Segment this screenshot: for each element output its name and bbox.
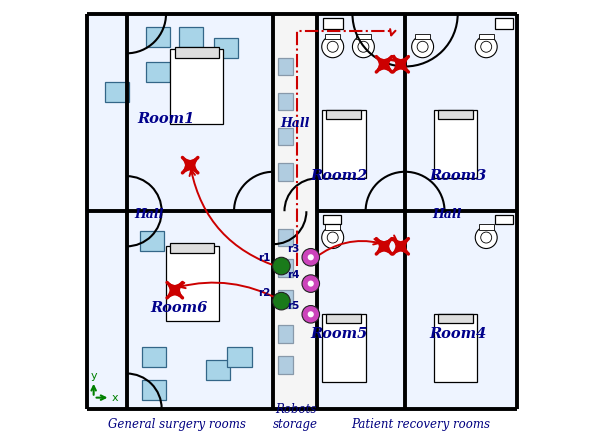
Bar (495, 18, 513, 29)
Bar (278, 325, 293, 343)
Bar (434, 110, 477, 178)
Bar (326, 314, 361, 323)
Circle shape (307, 281, 314, 287)
Bar (87, 14, 274, 211)
Text: Room4: Room4 (429, 327, 486, 341)
Bar (415, 33, 430, 39)
Circle shape (475, 227, 497, 249)
Bar (142, 347, 166, 367)
Circle shape (417, 41, 428, 52)
Bar (278, 163, 293, 180)
Bar (323, 18, 343, 29)
Text: Hall: Hall (432, 208, 461, 221)
Bar (478, 224, 494, 230)
Circle shape (327, 41, 338, 52)
Circle shape (272, 257, 290, 275)
Bar (323, 215, 341, 224)
Bar (495, 215, 513, 224)
Bar (317, 211, 405, 409)
Circle shape (307, 311, 314, 317)
Bar (140, 231, 164, 251)
Text: r5: r5 (288, 301, 300, 311)
Circle shape (322, 36, 344, 58)
Bar (438, 314, 473, 323)
Bar (278, 290, 293, 308)
Circle shape (412, 36, 434, 58)
Text: y: y (91, 371, 97, 381)
Text: x: x (112, 392, 119, 403)
Bar (325, 33, 341, 39)
Bar (146, 27, 170, 47)
Circle shape (302, 305, 320, 323)
Circle shape (272, 292, 290, 310)
Bar (142, 380, 166, 400)
Bar (228, 347, 251, 367)
Circle shape (353, 36, 374, 58)
Bar (278, 93, 293, 110)
Bar (356, 33, 371, 39)
Text: r1: r1 (258, 253, 271, 263)
Text: Room2: Room2 (310, 169, 368, 183)
Text: General surgery rooms: General surgery rooms (108, 418, 246, 430)
Text: Room1: Room1 (137, 112, 194, 126)
Circle shape (322, 227, 344, 249)
Bar (322, 110, 365, 178)
Text: r2: r2 (258, 288, 271, 297)
Bar (325, 224, 341, 230)
Bar (478, 33, 494, 39)
Bar (278, 128, 293, 146)
Bar (278, 229, 293, 246)
Bar (146, 62, 170, 82)
Bar (175, 47, 219, 58)
Bar (170, 49, 223, 124)
Text: Patient recovery rooms: Patient recovery rooms (351, 418, 490, 430)
Bar (205, 360, 230, 380)
Circle shape (481, 41, 492, 52)
Bar (405, 211, 517, 409)
Bar (434, 314, 477, 382)
Circle shape (475, 36, 497, 58)
Text: Room6: Room6 (150, 301, 208, 315)
Circle shape (358, 41, 369, 52)
Bar (104, 82, 129, 102)
Bar (166, 246, 219, 321)
Circle shape (302, 275, 320, 292)
Text: r4: r4 (288, 270, 300, 280)
Bar (278, 356, 293, 374)
Circle shape (327, 232, 338, 243)
Text: Room5: Room5 (310, 327, 368, 341)
Text: Hall: Hall (281, 117, 310, 130)
Bar (214, 38, 239, 58)
Bar (179, 27, 204, 47)
Bar (317, 14, 405, 211)
Bar (326, 110, 361, 119)
Bar (438, 110, 473, 119)
Text: r3: r3 (288, 244, 300, 254)
Bar (274, 14, 317, 409)
Bar (322, 314, 365, 382)
Bar (405, 14, 517, 211)
Circle shape (302, 249, 320, 266)
Text: Robots
storage: Robots storage (273, 403, 318, 430)
Text: Room3: Room3 (429, 169, 486, 183)
Circle shape (307, 254, 314, 260)
Bar (278, 260, 293, 277)
Text: Hall: Hall (134, 208, 163, 221)
Bar (278, 58, 293, 75)
Bar (170, 243, 214, 253)
Bar (87, 211, 274, 409)
Circle shape (481, 232, 492, 243)
